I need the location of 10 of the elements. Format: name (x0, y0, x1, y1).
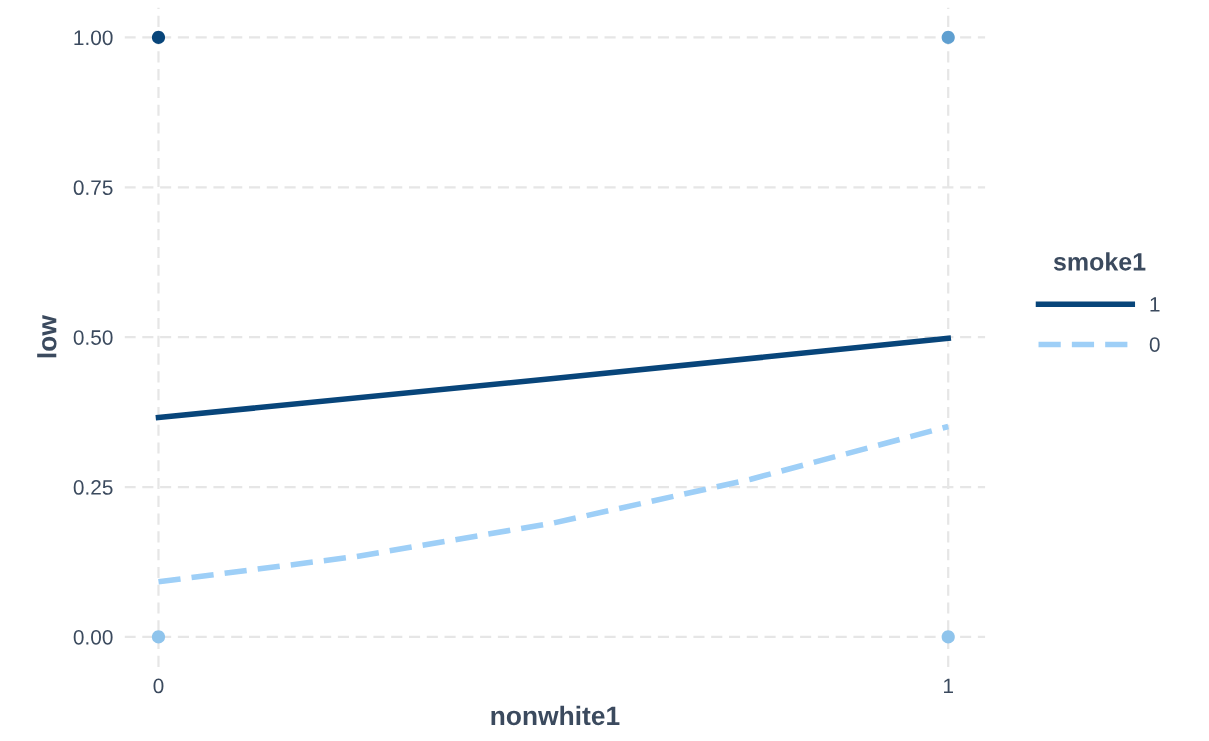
x-axis-title: nonwhite1 (491, 705, 620, 726)
legend-label: 1 (1150, 297, 1160, 312)
y-tick-label: 0.00 (73, 629, 113, 645)
y-tick-label: 1.00 (74, 30, 113, 46)
y-tick-label: 0.25 (73, 480, 113, 495)
legend-title: smoke1 (1053, 252, 1146, 271)
y-tick-label: 0.75 (73, 180, 113, 196)
legend-label: 0 (1149, 337, 1160, 352)
y-tick-label: 0.50 (73, 330, 113, 345)
y-axis-title: low (37, 315, 57, 358)
